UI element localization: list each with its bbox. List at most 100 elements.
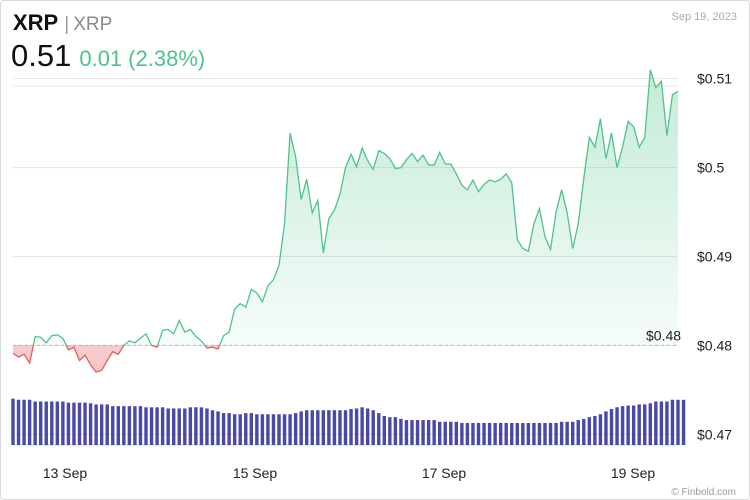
volume-bar bbox=[94, 404, 98, 445]
volume-bar bbox=[338, 410, 342, 445]
price-line-down bbox=[12, 345, 221, 373]
volume-bar bbox=[465, 422, 470, 445]
volume-bar bbox=[537, 422, 542, 445]
y-tick-label: $0.5 bbox=[697, 160, 724, 176]
volume-bar bbox=[587, 417, 592, 445]
volume-bar bbox=[255, 414, 259, 445]
volume-bar bbox=[681, 399, 686, 445]
price-line-up bbox=[32, 69, 679, 346]
price-summary: 0.51 0.01 (2.38%) bbox=[11, 38, 205, 74]
volume-bar bbox=[665, 401, 669, 445]
volume-bar bbox=[66, 402, 71, 445]
volume-bar bbox=[111, 406, 115, 445]
volume-bar bbox=[410, 420, 414, 445]
volume-bar bbox=[166, 408, 170, 445]
volume-bar bbox=[55, 401, 60, 445]
volume-bar bbox=[393, 417, 398, 445]
volume-bar bbox=[504, 422, 508, 445]
volume-bar bbox=[482, 422, 486, 445]
volume-bar bbox=[620, 406, 625, 445]
volume-bar bbox=[144, 407, 148, 445]
volume-bar bbox=[576, 420, 580, 445]
volume-bar bbox=[11, 398, 15, 445]
y-tick-label: $0.49 bbox=[697, 249, 732, 265]
volume-bar bbox=[221, 413, 226, 445]
volume-bar bbox=[554, 422, 558, 445]
price-change-percent: (2.38%) bbox=[128, 46, 206, 71]
volume-bar bbox=[438, 421, 442, 445]
volume-bar bbox=[593, 416, 597, 445]
volume-bar bbox=[188, 407, 193, 445]
volume-bar bbox=[216, 411, 220, 445]
volume-bar bbox=[122, 406, 126, 445]
x-tick-label: 13 Sep bbox=[43, 465, 88, 481]
volume-bar bbox=[421, 420, 425, 445]
volume-bar bbox=[271, 414, 276, 445]
y-tick-label: $0.51 bbox=[697, 71, 732, 87]
volume-bar bbox=[510, 422, 514, 445]
volume-bar bbox=[404, 420, 409, 445]
reference-label: $0.48 bbox=[646, 327, 681, 343]
volume-bar bbox=[99, 404, 104, 445]
price-change: 0.01 bbox=[79, 46, 123, 71]
volume-bar bbox=[449, 421, 453, 445]
volume-bar bbox=[16, 399, 21, 445]
volume-bar bbox=[299, 411, 303, 445]
volume-bar bbox=[377, 413, 381, 445]
volume-bar bbox=[399, 418, 403, 445]
volume-bar bbox=[582, 418, 586, 445]
price-area-down bbox=[13, 345, 678, 373]
volume-bar bbox=[305, 410, 309, 445]
volume-bar bbox=[44, 401, 48, 445]
volume-bar bbox=[266, 414, 270, 445]
volume-bar bbox=[83, 402, 87, 445]
volume-bar bbox=[382, 416, 386, 445]
volume-bar bbox=[183, 408, 187, 445]
volume-bar bbox=[609, 409, 614, 445]
volume-bar bbox=[343, 410, 348, 445]
volume-bar bbox=[487, 422, 492, 445]
volume-bar bbox=[277, 414, 281, 445]
volume-bar bbox=[321, 410, 326, 445]
volume-bar bbox=[227, 413, 231, 445]
volume-bar bbox=[349, 409, 353, 445]
volume-bar bbox=[543, 422, 547, 445]
volume-bar bbox=[39, 401, 43, 445]
volume-bar bbox=[548, 422, 553, 445]
volume-bar bbox=[643, 404, 647, 445]
volume-bar bbox=[249, 413, 253, 445]
asset-symbol: XRP bbox=[13, 10, 59, 35]
volume-bar bbox=[205, 408, 209, 445]
volume-bar bbox=[443, 421, 447, 445]
volume-bar bbox=[415, 420, 420, 445]
volume-bar bbox=[631, 405, 636, 445]
volume-bar bbox=[160, 407, 165, 445]
volume-bar bbox=[637, 404, 641, 445]
volume-bar bbox=[138, 406, 143, 445]
volume-bar bbox=[476, 422, 481, 445]
volume-bar bbox=[88, 403, 93, 445]
asset-name: XRP bbox=[73, 14, 113, 35]
volume-bar bbox=[604, 411, 608, 445]
volume-bar bbox=[293, 413, 298, 445]
volume-bar bbox=[232, 414, 237, 445]
volume-bar bbox=[654, 401, 658, 445]
volume-bar bbox=[460, 422, 464, 445]
asset-title: XRP | XRP bbox=[13, 10, 112, 36]
volume-bar bbox=[565, 421, 569, 445]
volume-bar bbox=[177, 408, 181, 445]
chart-date: Sep 19, 2023 bbox=[671, 11, 737, 23]
current-price: 0.51 bbox=[11, 38, 72, 73]
volume-bar bbox=[116, 406, 120, 445]
volume-bar bbox=[149, 407, 154, 445]
volume-bar bbox=[648, 403, 652, 445]
volume-bar bbox=[526, 422, 531, 445]
volume-bar bbox=[615, 407, 619, 445]
volume-bar bbox=[532, 422, 536, 445]
volume-bar bbox=[238, 414, 242, 445]
volume-bar bbox=[598, 414, 603, 445]
x-tick-label: 17 Sep bbox=[422, 465, 467, 481]
watermark: © Finbold.com bbox=[671, 487, 736, 498]
x-tick-label: 19 Sep bbox=[611, 465, 656, 481]
